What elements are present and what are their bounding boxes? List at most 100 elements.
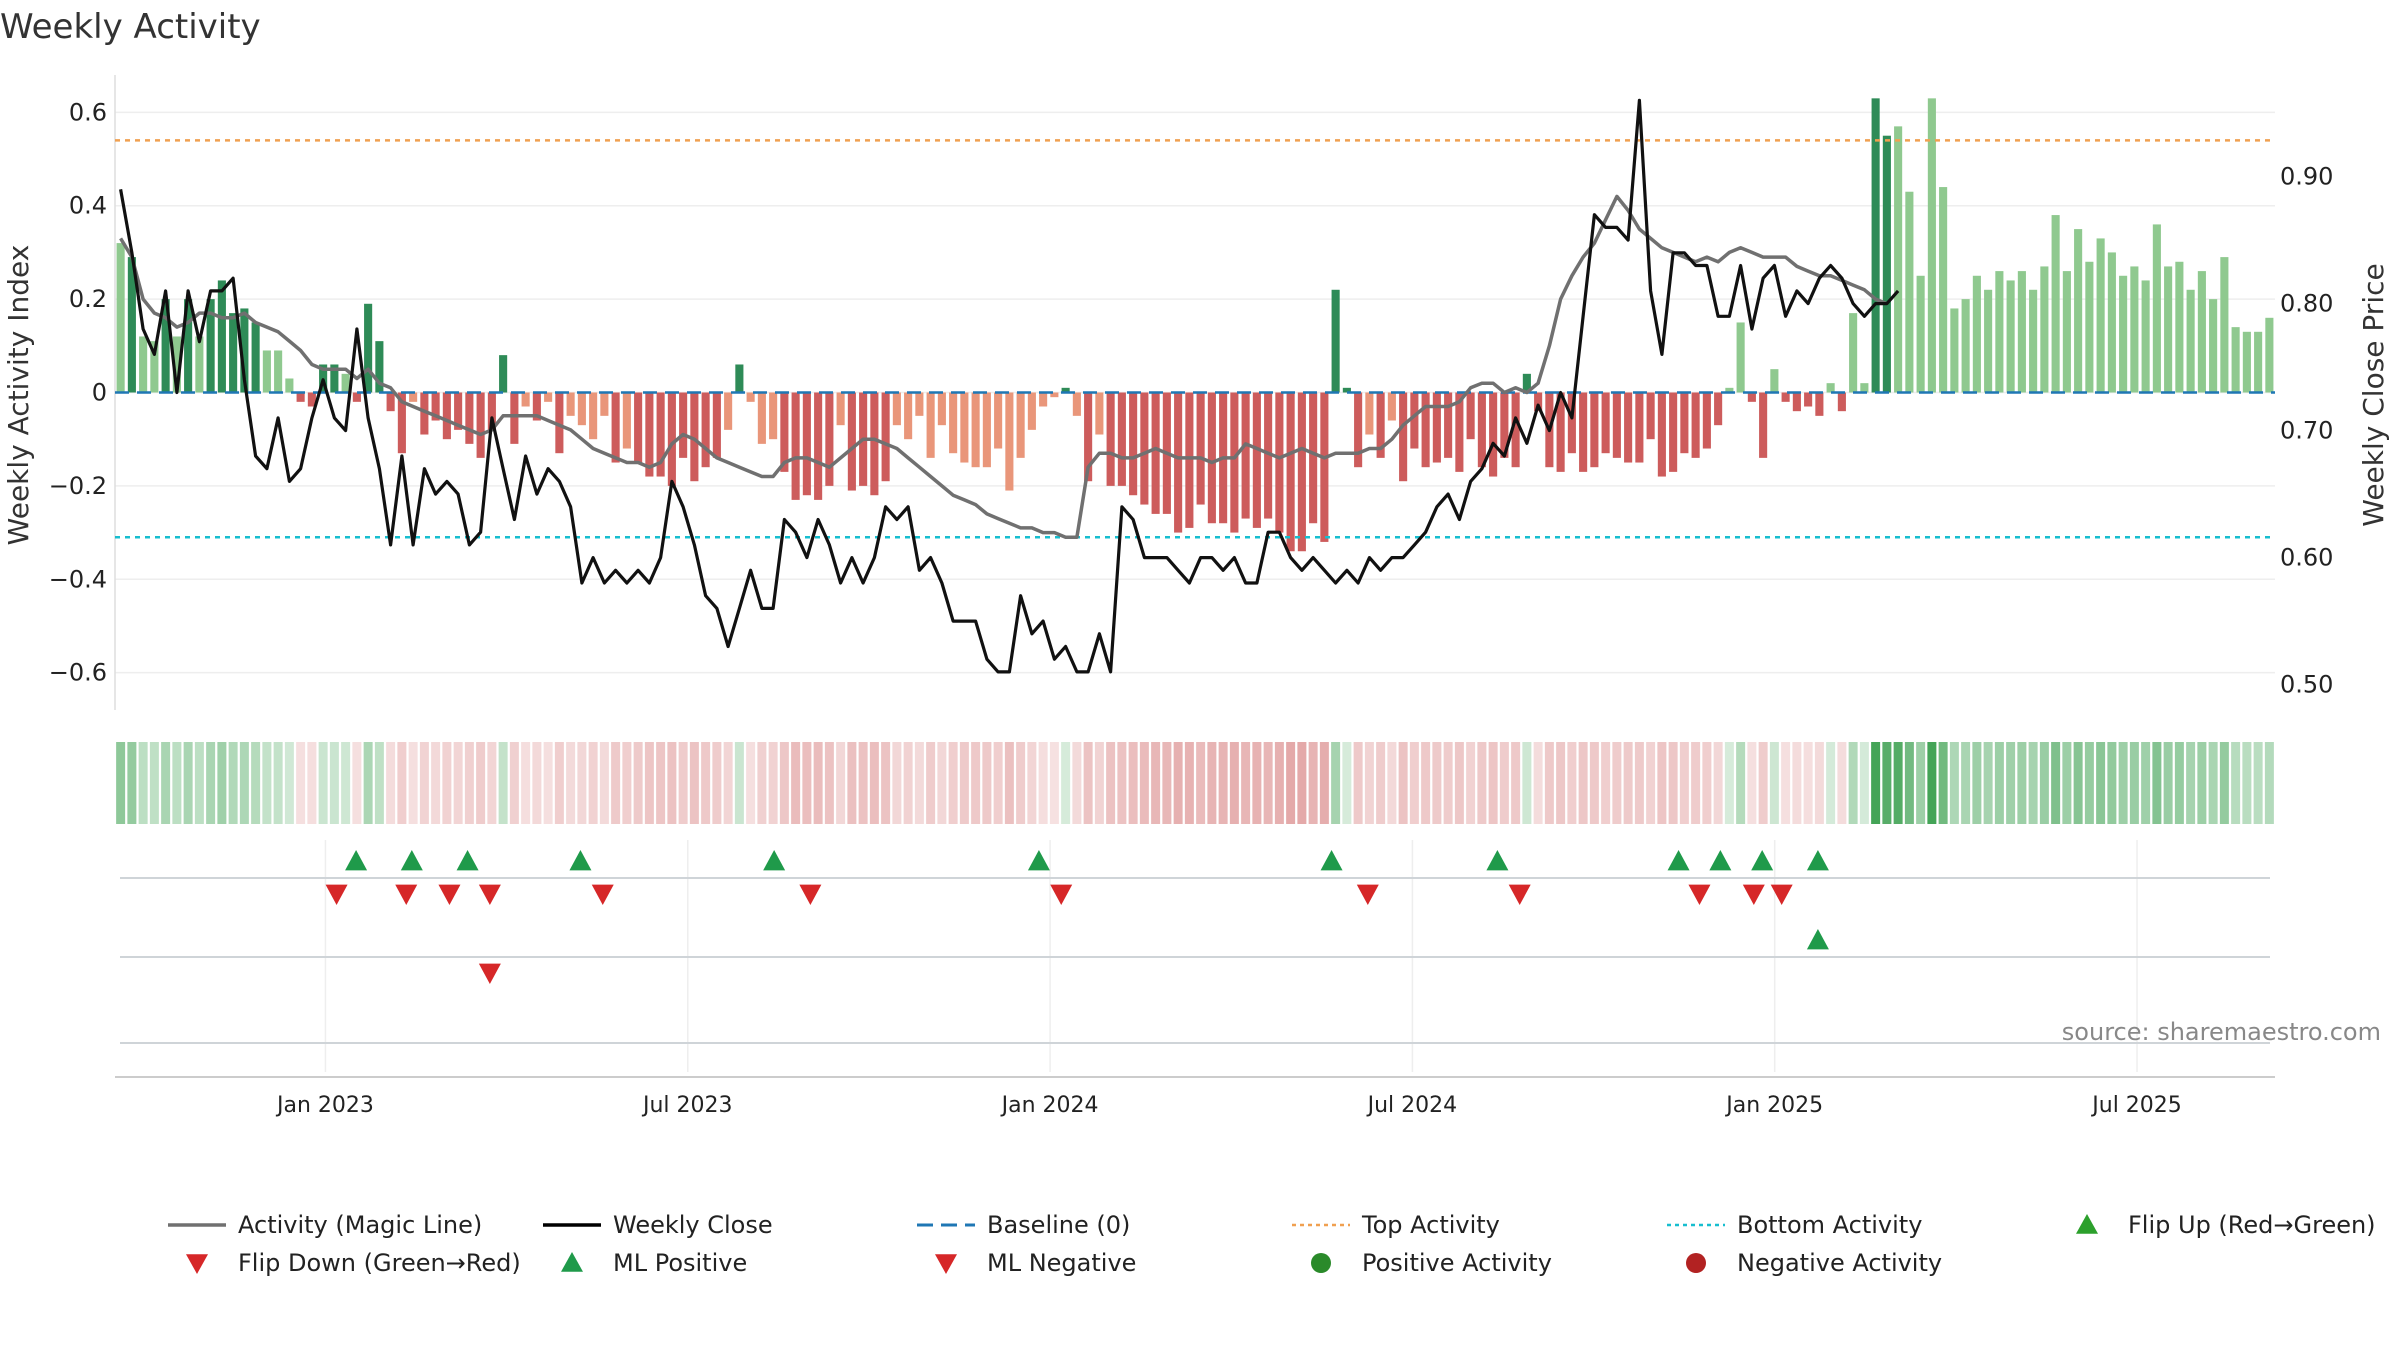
ml-positive-marker	[1806, 929, 1829, 950]
heat-strip-cell	[296, 742, 306, 824]
heat-strip-cell	[836, 742, 846, 824]
activity-bar	[2220, 257, 2229, 393]
x-tick-label: Jan 2024	[1000, 1093, 1099, 1118]
y2-tick-label: 0.90	[2280, 163, 2333, 191]
activity-bar	[1624, 392, 1633, 463]
heat-strip-cell	[1049, 742, 1059, 824]
heat-strip-cell	[1961, 742, 1971, 824]
y-tick-label: 0	[92, 379, 107, 407]
activity-bar	[679, 392, 688, 458]
heat-strip-cell	[1871, 742, 1881, 824]
heat-strip-cell	[1376, 742, 1386, 824]
activity-bar	[1489, 392, 1498, 477]
heat-strip-cell	[1184, 742, 1194, 824]
heat-strip-cell	[1792, 742, 1802, 824]
activity-bar	[1455, 392, 1464, 472]
heat-strip-cell	[1297, 742, 1307, 824]
activity-bar	[926, 392, 935, 458]
heat-strip-cell	[1499, 742, 1509, 824]
heat-strip-cell	[802, 742, 812, 824]
heat-strip-cell	[1747, 742, 1757, 824]
activity-bar	[1669, 392, 1678, 472]
activity-bar	[791, 392, 800, 500]
activity-bar	[2029, 289, 2038, 393]
activity-bar	[600, 392, 609, 416]
flip-down-marker	[438, 884, 461, 905]
activity-bar	[1826, 383, 1835, 393]
heat-strip-cell	[2051, 742, 2061, 824]
activity-bar	[240, 308, 249, 393]
weekly-close-line	[119, 98, 1900, 674]
heat-strip-cell	[419, 742, 429, 824]
heat-strip-cell	[1736, 742, 1746, 824]
heat-strip-cell	[1758, 742, 1768, 824]
heat-strip-cell	[2039, 742, 2049, 824]
heat-strip-cell	[1556, 742, 1566, 824]
activity-bar	[285, 378, 294, 393]
heat-strip-cell	[1117, 742, 1127, 824]
activity-bar	[1601, 392, 1610, 454]
legend-swatch	[186, 1254, 208, 1274]
y2-tick-label: 0.50	[2280, 671, 2333, 699]
heat-strip-cell	[993, 742, 1003, 824]
flip-down-marker	[1508, 884, 1531, 905]
legend-swatch	[1311, 1253, 1331, 1273]
activity-bar	[1815, 392, 1824, 416]
activity-bar	[802, 392, 811, 496]
heat-strip-cell	[1691, 742, 1701, 824]
activity-bar	[2051, 215, 2060, 393]
heat-strip-cell	[307, 742, 317, 824]
heat-strip-cell	[2073, 742, 2083, 824]
heat-strip-cell	[1904, 742, 1914, 824]
heat-strip-cell	[1466, 742, 1476, 824]
legend-swatch	[561, 1252, 583, 1272]
heat-strip-cell	[1837, 742, 1847, 824]
activity-bar	[1252, 392, 1261, 528]
activity-bar	[1027, 392, 1036, 430]
legend-label: Top Activity	[1361, 1211, 1500, 1239]
activity-bar	[352, 392, 361, 402]
flip-down-marker	[395, 884, 418, 905]
heat-strip-cell	[1544, 742, 1554, 824]
activity-bar	[330, 364, 339, 393]
heat-strip-cell	[1972, 742, 1982, 824]
heat-strip-cell	[1646, 742, 1656, 824]
activity-bar	[1916, 275, 1925, 393]
activity-bar	[1275, 392, 1284, 533]
activity-bar	[566, 392, 575, 416]
activity-bar	[2254, 331, 2263, 393]
flip-down-marker	[1742, 884, 1765, 905]
activity-bar	[1939, 187, 1948, 393]
activity-bar	[1072, 392, 1081, 416]
activity-bar	[2130, 266, 2139, 393]
activity-bar	[1387, 392, 1396, 421]
heat-strip-cell	[1477, 742, 1487, 824]
heat-strip-cell	[1364, 742, 1374, 824]
activity-bar	[195, 336, 204, 393]
activity-bar	[2231, 327, 2240, 393]
heat-strip-cell	[1398, 742, 1408, 824]
y-tick-label: 0.4	[69, 192, 107, 220]
heat-strip-cell	[1387, 742, 1397, 824]
y2-axis-ticks: 0.90 0.80 0.70 0.60 0.50	[2280, 163, 2333, 699]
activity-bar	[1691, 392, 1700, 458]
heat-strip-cell	[1702, 742, 1712, 824]
heat-strip-cell	[982, 742, 992, 824]
activity-bar	[656, 392, 665, 477]
activity-bar	[409, 392, 418, 402]
heat-strip-cell	[341, 742, 351, 824]
heat-strip-cell	[1803, 742, 1813, 824]
heat-strip-cell	[1859, 742, 1869, 824]
activity-bar	[1770, 369, 1779, 393]
event-markers-panel	[115, 840, 2275, 1078]
heat-strip-cell	[498, 742, 508, 824]
activity-bar	[555, 392, 564, 454]
activity-bar	[1230, 392, 1239, 533]
y2-tick-label: 0.70	[2280, 417, 2333, 445]
activity-bar	[2040, 266, 2049, 393]
heat-strip-cell	[2096, 742, 2106, 824]
activity-bar	[577, 392, 586, 426]
activity-bar	[757, 392, 766, 444]
heat-strip-cell	[487, 742, 497, 824]
activity-bar	[544, 392, 553, 402]
